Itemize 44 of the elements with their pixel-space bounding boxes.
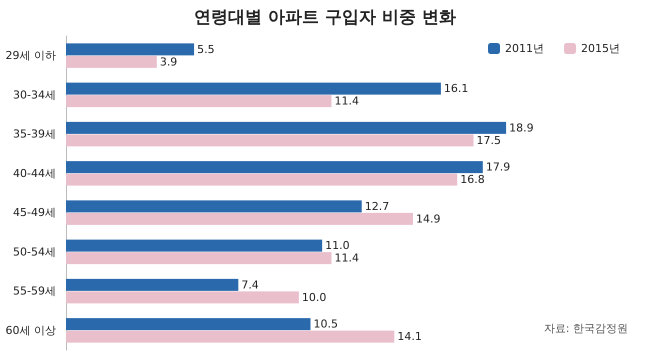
data-label: 5.5 (197, 42, 215, 56)
y-tick-label: 60세 이상 (6, 324, 56, 337)
y-tick-label: 40-44세 (13, 166, 56, 180)
legend-label: 2011년 (505, 42, 544, 55)
y-tick-label: 45-49세 (13, 206, 56, 220)
legend-label: 2015년 (581, 42, 620, 55)
data-label: 17.5 (476, 134, 501, 147)
data-label: 12.7 (364, 200, 390, 213)
data-label: 11.0 (325, 239, 350, 252)
data-label: 7.4 (241, 278, 259, 292)
chart-title: 연령대별 아파트 구입자 비중 변화 (194, 8, 456, 28)
y-tick-label: 55-59세 (13, 284, 56, 298)
data-label: 16.8 (460, 173, 485, 186)
data-label: 18.9 (509, 121, 534, 134)
y-tick-label: 50-54세 (13, 245, 56, 258)
text: 자료: 한국감정원 (544, 322, 628, 335)
bar (66, 95, 332, 108)
data-label: 16.1 (444, 82, 468, 96)
bar (66, 43, 194, 56)
data-label: 10.5 (314, 318, 338, 331)
bar (66, 161, 483, 174)
bar (66, 212, 413, 225)
bar (66, 122, 506, 134)
bar (66, 318, 310, 330)
y-tick-label: 35-39세 (13, 128, 56, 141)
y-tick-label: 30-34세 (13, 88, 56, 102)
data-label: 14.9 (416, 212, 440, 226)
y-tick-label: 29세 이하 (6, 49, 56, 62)
bar (66, 278, 238, 291)
bar (66, 200, 362, 212)
bar (66, 240, 322, 252)
bar (66, 134, 474, 146)
data-label: 14.1 (397, 330, 422, 344)
bar (66, 82, 441, 95)
bar (66, 291, 299, 304)
data-label: 10.0 (302, 290, 326, 304)
bar (66, 174, 458, 186)
data-label: 11.4 (334, 252, 359, 265)
bar (66, 252, 332, 264)
bar (66, 56, 157, 68)
bar (66, 330, 394, 343)
data-label: 3.9 (160, 55, 178, 68)
data-label: 11.4 (334, 94, 359, 108)
data-label: 17.9 (486, 160, 510, 174)
